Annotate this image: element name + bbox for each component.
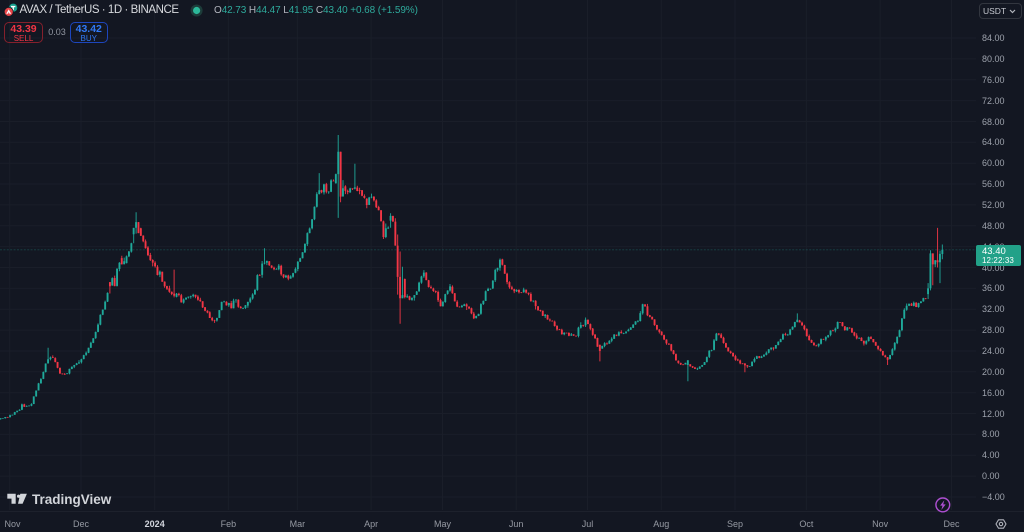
svg-text:TradingView: TradingView: [32, 492, 112, 507]
